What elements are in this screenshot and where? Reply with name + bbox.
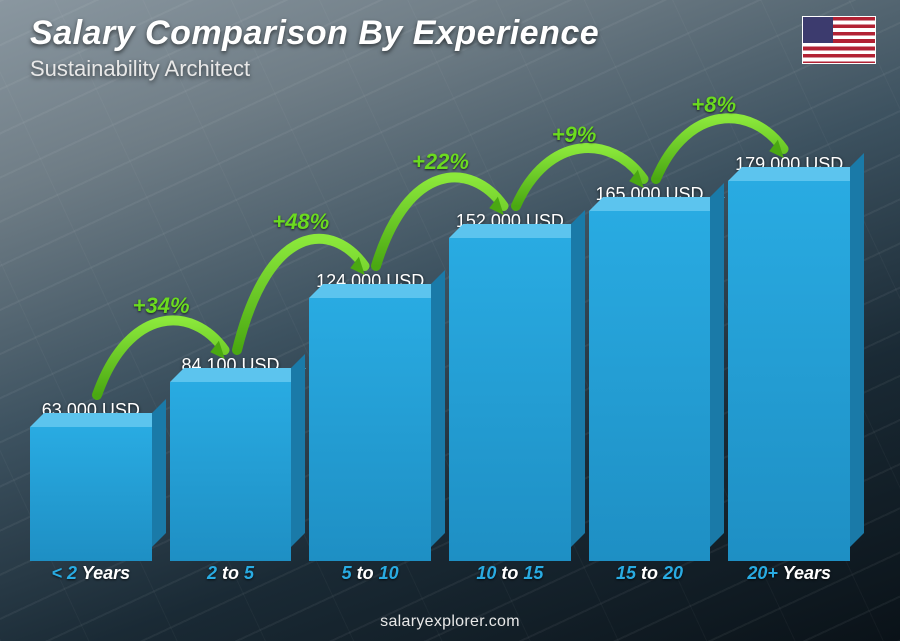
bar-top-face xyxy=(449,224,585,238)
flag-canton xyxy=(803,17,833,43)
bar-side-face xyxy=(291,354,305,547)
bar-wrap: 152,000 USD xyxy=(449,211,571,561)
bar-front-face xyxy=(728,181,850,561)
x-axis-label: < 2 Years xyxy=(30,563,152,591)
flag-us xyxy=(802,16,876,64)
x-labels-container: < 2 Years 2 to 5 5 to 10 10 to 15 15 to 20 20… xyxy=(30,563,850,591)
bar-front-face xyxy=(170,382,292,561)
bar-3d xyxy=(30,427,152,561)
x-axis-label: 10 to 15 xyxy=(449,563,571,591)
increase-percent: +9% xyxy=(552,122,597,148)
bar-wrap: 165,000 USD xyxy=(589,184,711,561)
bar-wrap: 124,000 USD xyxy=(309,271,431,561)
increase-percent: +48% xyxy=(272,209,329,235)
footer-source: salaryexplorer.com xyxy=(0,613,900,631)
increase-percent: +8% xyxy=(691,92,736,118)
bar-top-face xyxy=(728,167,864,181)
bar-top-face xyxy=(170,368,306,382)
increase-percent: +34% xyxy=(133,293,190,319)
increase-percent: +22% xyxy=(412,149,469,175)
bar-front-face xyxy=(30,427,152,561)
bar-side-face xyxy=(850,153,864,547)
x-axis-label: 2 to 5 xyxy=(170,563,292,591)
bar-top-face xyxy=(589,197,725,211)
bar-wrap: 84,100 USD xyxy=(170,355,292,561)
bar-side-face xyxy=(152,399,166,547)
x-axis-label: 15 to 20 xyxy=(589,563,711,591)
bar-wrap: 63,000 USD xyxy=(30,400,152,561)
bar-3d xyxy=(449,238,571,561)
bar-wrap: 179,000 USD xyxy=(728,154,850,561)
bar-top-face xyxy=(309,284,445,298)
bar-3d xyxy=(309,298,431,561)
bar-side-face xyxy=(710,183,724,547)
page-title: Salary Comparison By Experience xyxy=(30,14,599,53)
x-axis-label: 20+ Years xyxy=(728,563,850,591)
infographic-stage: Salary Comparison By Experience Sustaina… xyxy=(0,0,900,641)
bar-3d xyxy=(170,382,292,561)
salary-bar-chart: 63,000 USD 84,100 USD 124,000 USD 152,00… xyxy=(30,71,850,591)
bar-front-face xyxy=(309,298,431,561)
bar-side-face xyxy=(431,270,445,547)
x-axis-label: 5 to 10 xyxy=(309,563,431,591)
bar-top-face xyxy=(30,413,166,427)
bar-front-face xyxy=(449,238,571,561)
bar-3d xyxy=(728,181,850,561)
bar-3d xyxy=(589,211,711,561)
bar-front-face xyxy=(589,211,711,561)
bar-side-face xyxy=(571,210,585,547)
